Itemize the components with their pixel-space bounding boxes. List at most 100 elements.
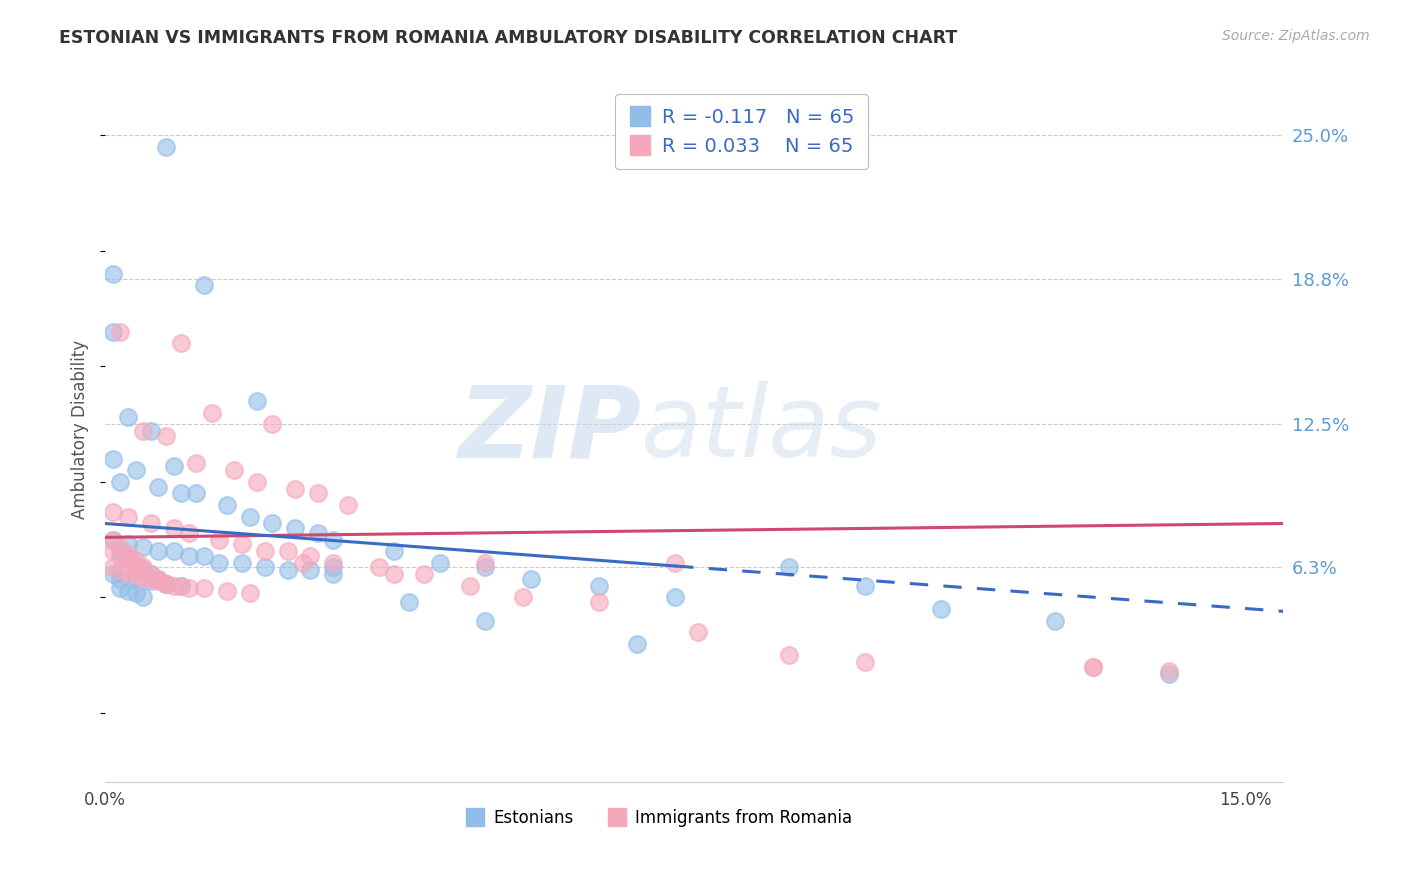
Point bbox=[337, 498, 360, 512]
Text: ESTONIAN VS IMMIGRANTS FROM ROMANIA AMBULATORY DISABILITY CORRELATION CHART: ESTONIAN VS IMMIGRANTS FROM ROMANIA AMBU… bbox=[59, 29, 957, 46]
Point bbox=[117, 583, 139, 598]
Point bbox=[101, 544, 124, 558]
Point bbox=[101, 267, 124, 281]
Point bbox=[299, 563, 322, 577]
Point bbox=[117, 567, 139, 582]
Point bbox=[474, 556, 496, 570]
Point bbox=[162, 521, 184, 535]
Point bbox=[322, 560, 344, 574]
Point bbox=[155, 576, 177, 591]
Point bbox=[277, 544, 299, 558]
Point bbox=[398, 595, 420, 609]
Point bbox=[110, 325, 132, 339]
Point bbox=[307, 525, 329, 540]
Point bbox=[177, 581, 200, 595]
Point bbox=[626, 637, 648, 651]
Point bbox=[664, 556, 686, 570]
Point bbox=[101, 325, 124, 339]
Point bbox=[588, 595, 610, 609]
Point bbox=[124, 567, 146, 582]
Point bbox=[110, 549, 132, 563]
Point bbox=[201, 406, 224, 420]
Point bbox=[170, 336, 193, 351]
Point bbox=[177, 549, 200, 563]
Point bbox=[215, 583, 238, 598]
Point bbox=[215, 498, 238, 512]
Point bbox=[148, 479, 170, 493]
Point bbox=[101, 451, 124, 466]
Point bbox=[186, 457, 208, 471]
Point bbox=[208, 533, 231, 547]
Point bbox=[139, 572, 162, 586]
Point bbox=[155, 576, 177, 591]
Point bbox=[322, 567, 344, 582]
Point bbox=[1083, 660, 1105, 674]
Point bbox=[1045, 614, 1067, 628]
Point bbox=[458, 579, 481, 593]
Point bbox=[253, 560, 276, 574]
Point bbox=[853, 655, 876, 669]
Point bbox=[246, 394, 269, 409]
Point bbox=[110, 581, 132, 595]
Point bbox=[239, 586, 262, 600]
Point bbox=[117, 537, 139, 551]
Point bbox=[124, 463, 146, 477]
Point bbox=[170, 579, 193, 593]
Point bbox=[162, 458, 184, 473]
Point bbox=[132, 563, 155, 577]
Point bbox=[686, 625, 709, 640]
Point bbox=[1159, 666, 1181, 681]
Point bbox=[132, 563, 155, 577]
Point bbox=[148, 544, 170, 558]
Point bbox=[382, 544, 405, 558]
Point bbox=[132, 540, 155, 554]
Point bbox=[101, 567, 124, 582]
Point bbox=[110, 540, 132, 554]
Y-axis label: Ambulatory Disability: Ambulatory Disability bbox=[72, 341, 89, 519]
Text: atlas: atlas bbox=[641, 382, 883, 478]
Point bbox=[124, 558, 146, 573]
Text: Source: ZipAtlas.com: Source: ZipAtlas.com bbox=[1222, 29, 1369, 43]
Point bbox=[117, 547, 139, 561]
Point bbox=[1159, 665, 1181, 679]
Point bbox=[117, 553, 139, 567]
Point bbox=[148, 574, 170, 589]
Point bbox=[132, 424, 155, 438]
Point bbox=[148, 572, 170, 586]
Point bbox=[132, 591, 155, 605]
Point bbox=[853, 579, 876, 593]
Point bbox=[588, 579, 610, 593]
Point bbox=[193, 581, 215, 595]
Point bbox=[1083, 660, 1105, 674]
Point bbox=[124, 572, 146, 586]
Point bbox=[155, 428, 177, 442]
Point bbox=[193, 549, 215, 563]
Point bbox=[139, 516, 162, 531]
Point bbox=[101, 560, 124, 574]
Point bbox=[231, 556, 253, 570]
Point bbox=[778, 648, 800, 663]
Point bbox=[110, 572, 132, 586]
Point bbox=[139, 574, 162, 589]
Point bbox=[124, 586, 146, 600]
Point bbox=[132, 560, 155, 574]
Point bbox=[284, 482, 307, 496]
Point bbox=[224, 463, 246, 477]
Point bbox=[193, 278, 215, 293]
Point bbox=[299, 549, 322, 563]
Point bbox=[307, 486, 329, 500]
Point bbox=[512, 591, 534, 605]
Point bbox=[291, 556, 314, 570]
Point bbox=[139, 567, 162, 582]
Point bbox=[474, 560, 496, 574]
Point bbox=[382, 567, 405, 582]
Point bbox=[139, 567, 162, 582]
Point bbox=[520, 572, 543, 586]
Point bbox=[277, 563, 299, 577]
Point bbox=[231, 537, 253, 551]
Legend: Estonians, Immigrants from Romania: Estonians, Immigrants from Romania bbox=[458, 803, 859, 834]
Point bbox=[155, 576, 177, 591]
Point bbox=[124, 553, 146, 567]
Point bbox=[124, 558, 146, 573]
Point bbox=[117, 509, 139, 524]
